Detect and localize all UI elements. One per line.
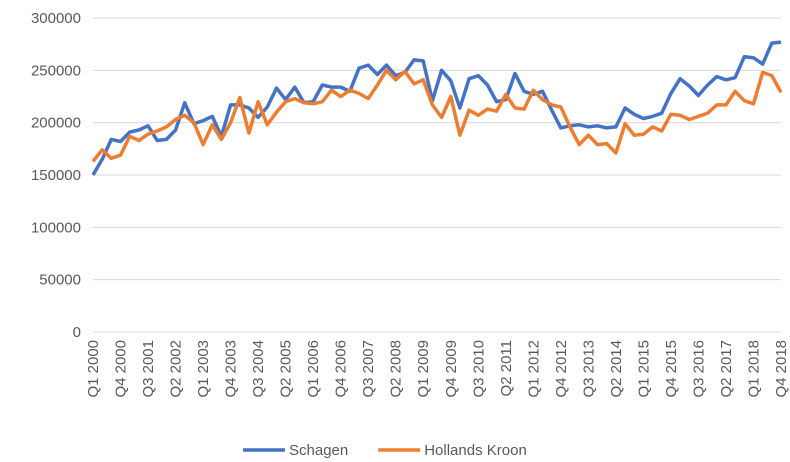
y-tick-label: 250000: [31, 62, 81, 79]
x-tick-label: Q4 2006: [333, 340, 350, 398]
x-tick-label: Q1 2015: [635, 340, 652, 398]
legend-label: Hollands Kroon: [424, 442, 527, 459]
x-tick-label: Q4 2003: [223, 340, 240, 398]
y-tick-label: 300000: [31, 10, 81, 27]
x-tick-label: Q1 2009: [415, 340, 432, 398]
legend-label: Schagen: [289, 442, 348, 459]
x-tick-label: Q1 2000: [85, 340, 102, 398]
y-tick-label: 50000: [39, 272, 81, 289]
x-tick-label: Q1 2006: [305, 340, 322, 398]
x-tick-label: Q3 2007: [360, 340, 377, 398]
series-line: [91, 40, 782, 176]
x-tick-label: Q3 2001: [140, 340, 157, 398]
x-tick-label: Q2 2014: [608, 340, 625, 398]
y-tick-label: 200000: [31, 115, 81, 132]
x-tick-label: Q4 2009: [443, 340, 460, 398]
x-tick-label: Q1 2012: [525, 340, 542, 398]
x-tick-label: Q1 2003: [195, 340, 212, 398]
x-tick-label: Q3 2013: [580, 340, 597, 398]
x-tick-label: Q4 2015: [663, 340, 680, 398]
x-tick-label: Q3 2004: [250, 340, 267, 398]
y-tick-label: 100000: [31, 219, 81, 236]
x-tick-label: Q1 2018: [745, 340, 762, 398]
x-tick-label: Q2 2008: [388, 340, 405, 398]
x-tick-label: Q2 2005: [278, 340, 295, 398]
x-tick-label: Q2 2011: [498, 340, 515, 396]
x-tick-label: Q2 2002: [168, 340, 185, 398]
x-tick-label: Q3 2016: [690, 340, 707, 398]
x-tick-label: Q4 2012: [553, 340, 570, 398]
x-tick-label: Q4 2018: [773, 340, 790, 398]
x-tick-label: Q3 2010: [470, 340, 487, 398]
x-tick-label: Q2 2017: [718, 340, 735, 398]
x-tick-label: Q4 2000: [113, 340, 130, 398]
y-tick-label: 150000: [31, 167, 81, 184]
y-tick-label: 0: [73, 324, 81, 341]
series-line: [91, 68, 783, 163]
